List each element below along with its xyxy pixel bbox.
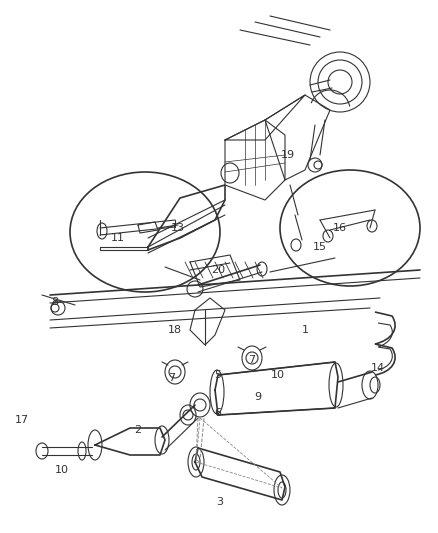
Text: 7: 7 xyxy=(248,355,255,365)
Text: 20: 20 xyxy=(210,265,225,275)
Text: 19: 19 xyxy=(280,150,294,160)
Text: 1: 1 xyxy=(301,325,308,335)
Text: 10: 10 xyxy=(55,465,69,475)
Text: 16: 16 xyxy=(332,223,346,233)
Text: 6: 6 xyxy=(214,408,221,418)
Text: 15: 15 xyxy=(312,242,326,252)
Text: 10: 10 xyxy=(270,370,284,380)
Text: 14: 14 xyxy=(370,363,384,373)
Text: 18: 18 xyxy=(168,325,182,335)
Text: 17: 17 xyxy=(15,415,29,425)
Text: 8: 8 xyxy=(51,297,58,307)
Text: 7: 7 xyxy=(168,373,175,383)
Text: 2: 2 xyxy=(134,425,141,435)
Text: 5: 5 xyxy=(214,370,221,380)
Text: 9: 9 xyxy=(254,392,261,402)
Text: 13: 13 xyxy=(171,223,184,233)
Text: 3: 3 xyxy=(216,497,223,507)
Text: 11: 11 xyxy=(111,233,125,243)
